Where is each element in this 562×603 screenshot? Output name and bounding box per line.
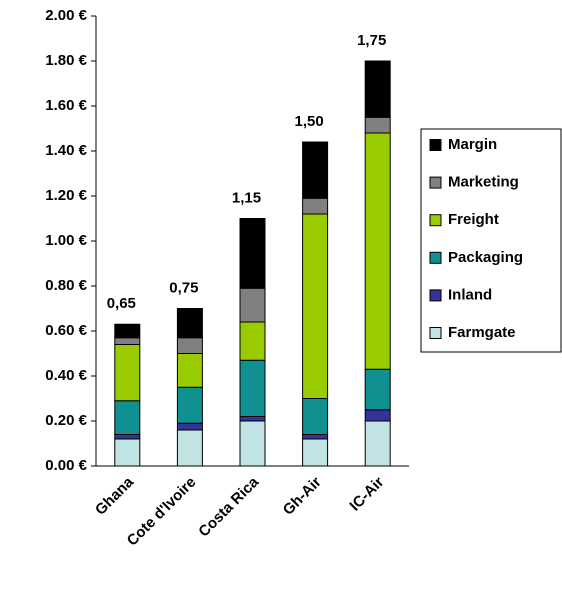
y-tick-label: 0.60 € <box>45 322 87 339</box>
bar-segment <box>114 323 141 339</box>
bar-segment <box>364 420 391 467</box>
bar-segment <box>239 359 266 417</box>
total-label: 1,75 <box>357 32 386 49</box>
bar-segment <box>176 429 203 467</box>
total-label: 1,50 <box>294 113 323 130</box>
legend-swatch <box>429 139 442 151</box>
total-label: 0,65 <box>107 295 136 312</box>
legend-swatch <box>429 176 442 189</box>
legend-label: Packaging <box>448 249 523 266</box>
legend-swatch <box>429 327 442 339</box>
bar-segment <box>239 287 266 323</box>
x-tick-label: IC-Air <box>346 474 387 515</box>
bar-segment <box>239 420 266 467</box>
legend-label: Farmgate <box>448 324 516 341</box>
bar-segment <box>114 337 141 345</box>
bar-segment <box>302 141 329 199</box>
bar-segment <box>364 368 391 411</box>
bar-segment <box>176 308 203 339</box>
bar-segment <box>176 386 203 424</box>
y-tick-label: 0.20 € <box>45 412 87 429</box>
legend-label: Freight <box>448 211 499 228</box>
bar-segment <box>114 344 141 402</box>
y-tick-label: 2.00 € <box>45 7 87 24</box>
bar-segment <box>239 218 266 289</box>
x-tick-label: Gh-Air <box>280 474 325 519</box>
bar-segment <box>302 213 329 399</box>
y-tick-label: 0.80 € <box>45 277 87 294</box>
legend-label: Margin <box>448 136 497 153</box>
legend-box <box>420 128 562 353</box>
y-tick-label: 1.60 € <box>45 97 87 114</box>
legend-swatch <box>429 289 442 302</box>
legend-label: Marketing <box>448 174 519 191</box>
legend-swatch <box>429 251 442 264</box>
bar-segment <box>364 132 391 370</box>
bar-segment <box>176 353 203 388</box>
bar-segment <box>114 438 141 467</box>
bar-segment <box>364 116 391 134</box>
bar-segment <box>176 337 203 354</box>
y-tick-label: 1.20 € <box>45 187 87 204</box>
bar-segment <box>302 434 329 440</box>
bar-segment <box>364 409 391 422</box>
y-tick-label: 0.40 € <box>45 367 87 384</box>
legend-label: Inland <box>448 286 492 303</box>
y-tick-label: 1.80 € <box>45 52 87 69</box>
bar-segment <box>114 400 141 435</box>
bar-segment <box>176 422 203 431</box>
bar-segment <box>364 60 391 118</box>
bar-segment <box>239 321 266 361</box>
y-tick-label: 0.00 € <box>45 457 87 474</box>
bar-segment <box>239 416 266 422</box>
bar-segment <box>302 438 329 467</box>
total-label: 0,75 <box>169 279 198 296</box>
x-tick-label: Ghana <box>92 473 137 518</box>
legend-swatch <box>429 214 442 227</box>
x-tick-label: Costa Rica <box>195 473 262 540</box>
bar-segment <box>302 197 329 215</box>
bar-segment <box>114 434 141 440</box>
total-label: 1,15 <box>232 189 261 206</box>
y-tick-label: 1.00 € <box>45 232 87 249</box>
bar-segment <box>302 398 329 435</box>
y-tick-label: 1.40 € <box>45 142 87 159</box>
